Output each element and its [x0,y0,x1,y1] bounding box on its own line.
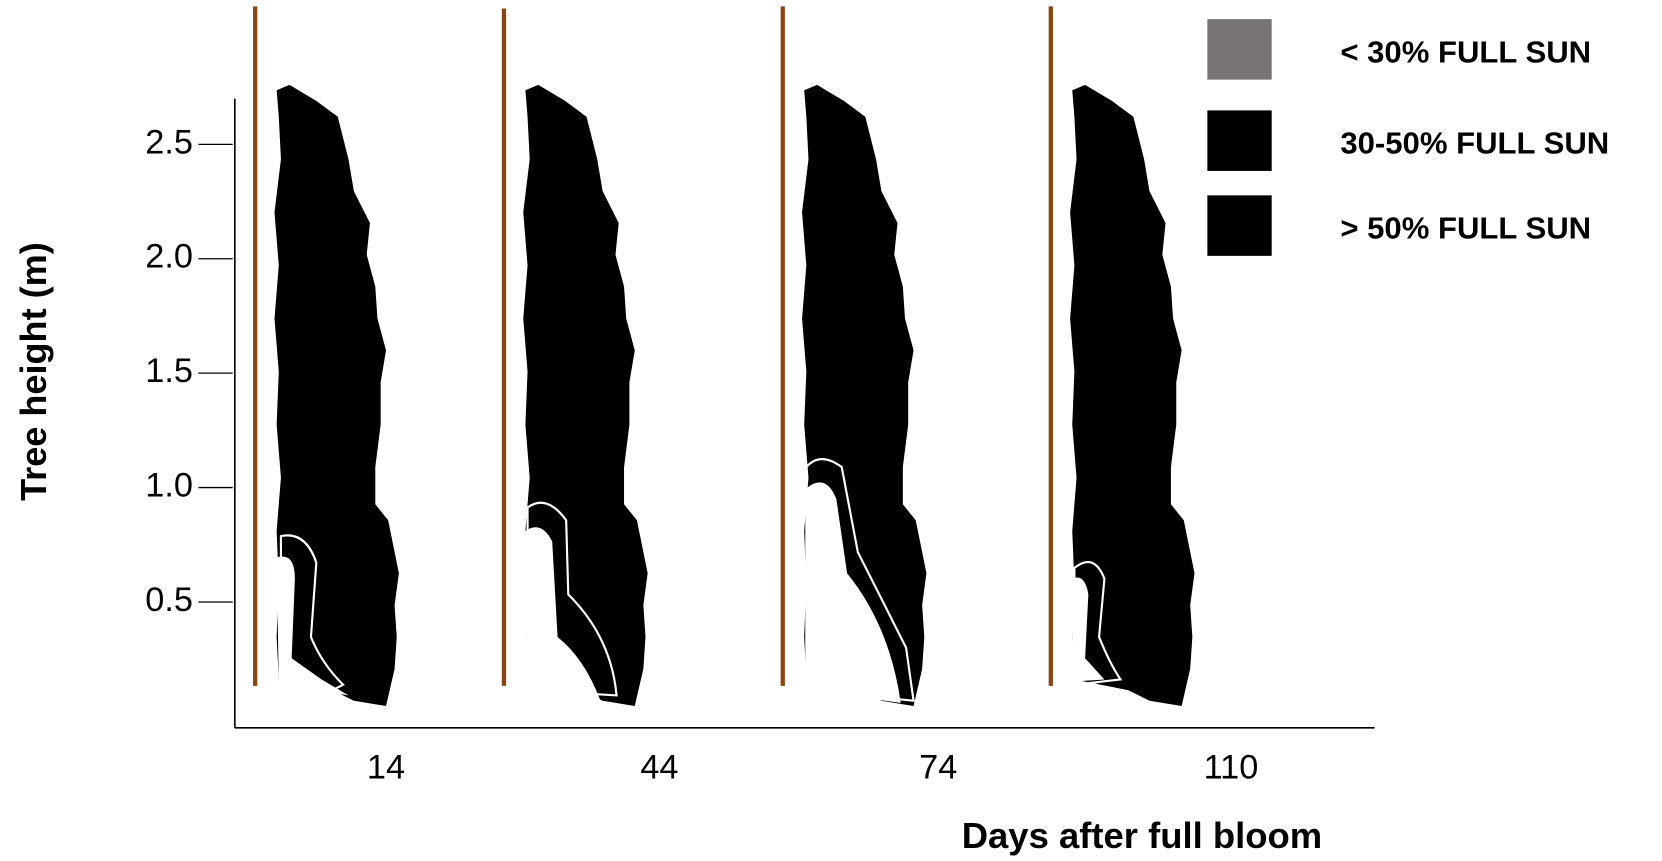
zone-fill [1072,577,1105,682]
legend-label: > 50% FULL SUN [1340,211,1591,246]
y-tick-label: 2.0 [145,238,193,276]
y-tick-label: 2.5 [145,124,193,162]
zone-fill [806,482,901,703]
panels [253,6,1195,706]
x-category-label: 110 [1204,749,1259,787]
canopy [1070,84,1195,706]
y-tick-label: 1.5 [145,352,193,390]
legend-swatch [1207,19,1272,80]
zone-fill [276,556,349,696]
x-category-label: 44 [640,749,678,787]
y-axis-title: Tree height (m) [13,242,54,501]
x-axis-title: Days after full bloom [962,815,1322,856]
legend-swatch [1207,110,1272,171]
zone-outline [279,534,345,692]
zone-outline [1073,560,1123,686]
zone-fill [525,527,601,701]
x-category-label: 14 [367,749,405,787]
zone-outline [526,501,618,697]
legend-label: < 30% FULL SUN [1340,34,1591,69]
x-category-label: 74 [919,749,957,787]
y-tick-label: 1.0 [145,467,193,505]
zone-outline [805,458,915,702]
y-tick-label: 0.5 [145,581,193,619]
legend-swatch [1207,195,1272,256]
legend-label: 30-50% FULL SUN [1340,126,1609,161]
